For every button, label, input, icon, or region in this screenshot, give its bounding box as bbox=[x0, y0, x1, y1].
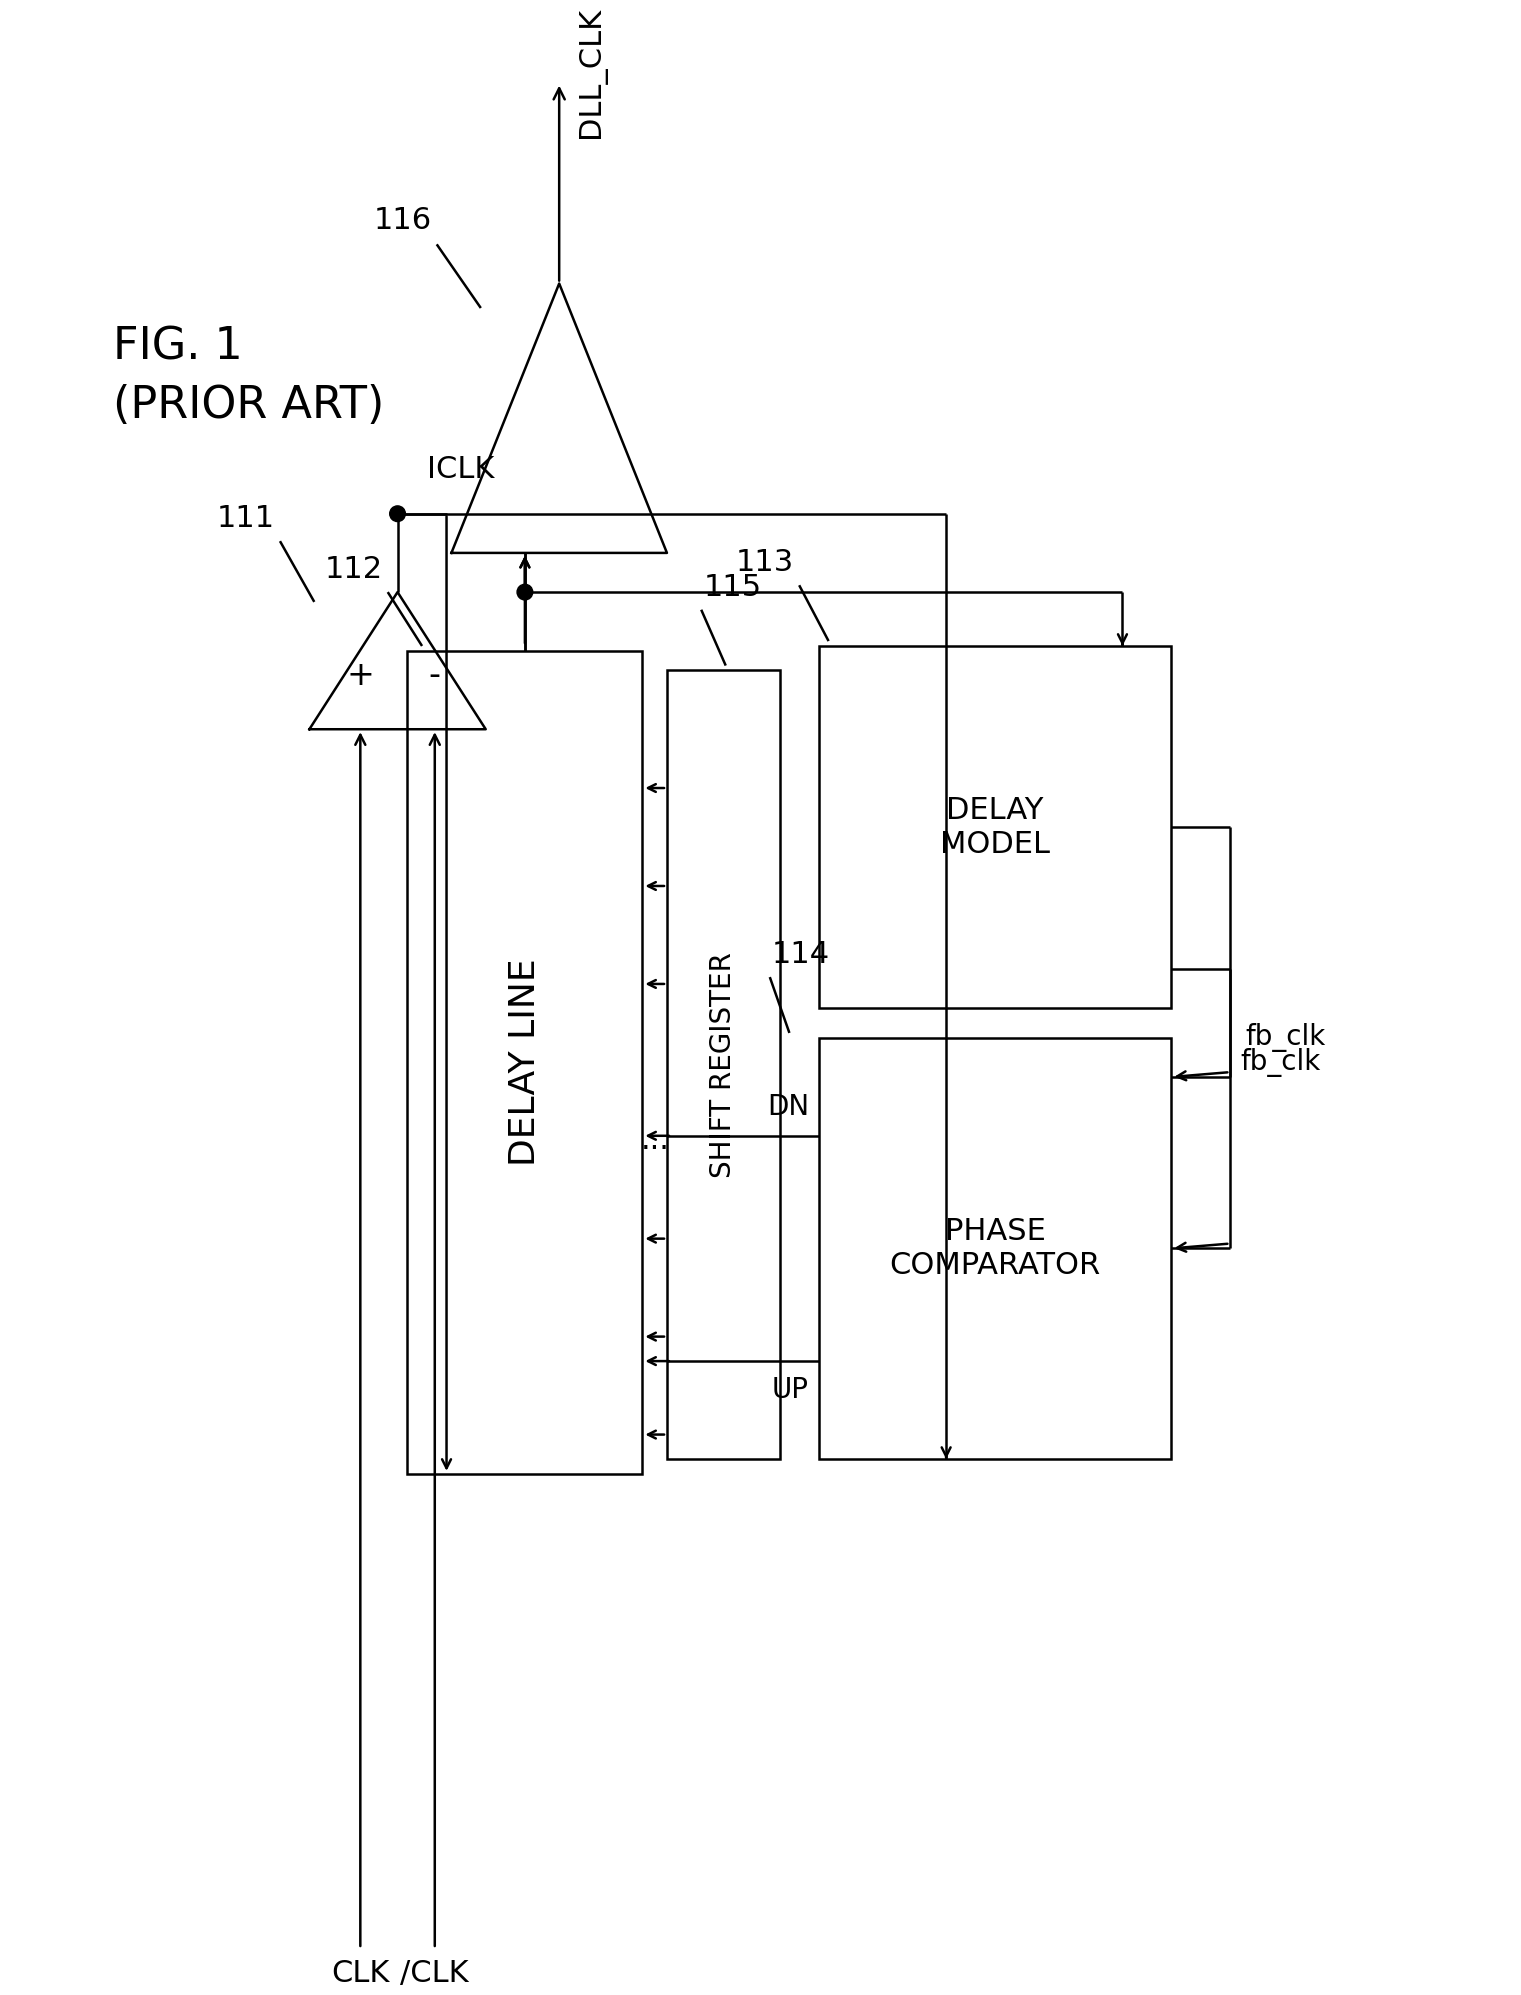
Text: +: + bbox=[347, 658, 374, 692]
Text: ...: ... bbox=[640, 1127, 669, 1155]
Text: FIG. 1: FIG. 1 bbox=[114, 325, 243, 369]
Text: PHASE
COMPARATOR: PHASE COMPARATOR bbox=[890, 1217, 1101, 1279]
Text: UP: UP bbox=[773, 1377, 809, 1404]
Bar bbox=[408, 650, 642, 1474]
Text: DN: DN bbox=[767, 1093, 809, 1121]
Text: SHIFT REGISTER: SHIFT REGISTER bbox=[709, 952, 738, 1177]
Bar bbox=[818, 646, 1171, 1007]
Bar bbox=[666, 670, 780, 1458]
Text: /CLK: /CLK bbox=[400, 1959, 468, 1987]
Text: ICLK: ICLK bbox=[427, 455, 494, 485]
Text: 112: 112 bbox=[324, 555, 383, 585]
Text: DLL_CLK: DLL_CLK bbox=[576, 8, 605, 138]
Text: 113: 113 bbox=[736, 549, 794, 577]
Text: 114: 114 bbox=[771, 940, 830, 970]
Circle shape bbox=[517, 585, 532, 600]
Text: fb_clk: fb_clk bbox=[1240, 1047, 1320, 1077]
Bar bbox=[818, 1037, 1171, 1458]
Text: 115: 115 bbox=[704, 573, 762, 602]
Text: fb_clk: fb_clk bbox=[1244, 1023, 1325, 1051]
Circle shape bbox=[389, 507, 406, 521]
Text: -: - bbox=[429, 658, 441, 692]
Text: DELAY
MODEL: DELAY MODEL bbox=[940, 796, 1049, 858]
Text: (PRIOR ART): (PRIOR ART) bbox=[114, 385, 385, 427]
Text: 116: 116 bbox=[374, 205, 432, 235]
Text: 111: 111 bbox=[218, 505, 275, 533]
Text: CLK: CLK bbox=[332, 1959, 389, 1987]
Text: DELAY LINE: DELAY LINE bbox=[508, 958, 541, 1167]
